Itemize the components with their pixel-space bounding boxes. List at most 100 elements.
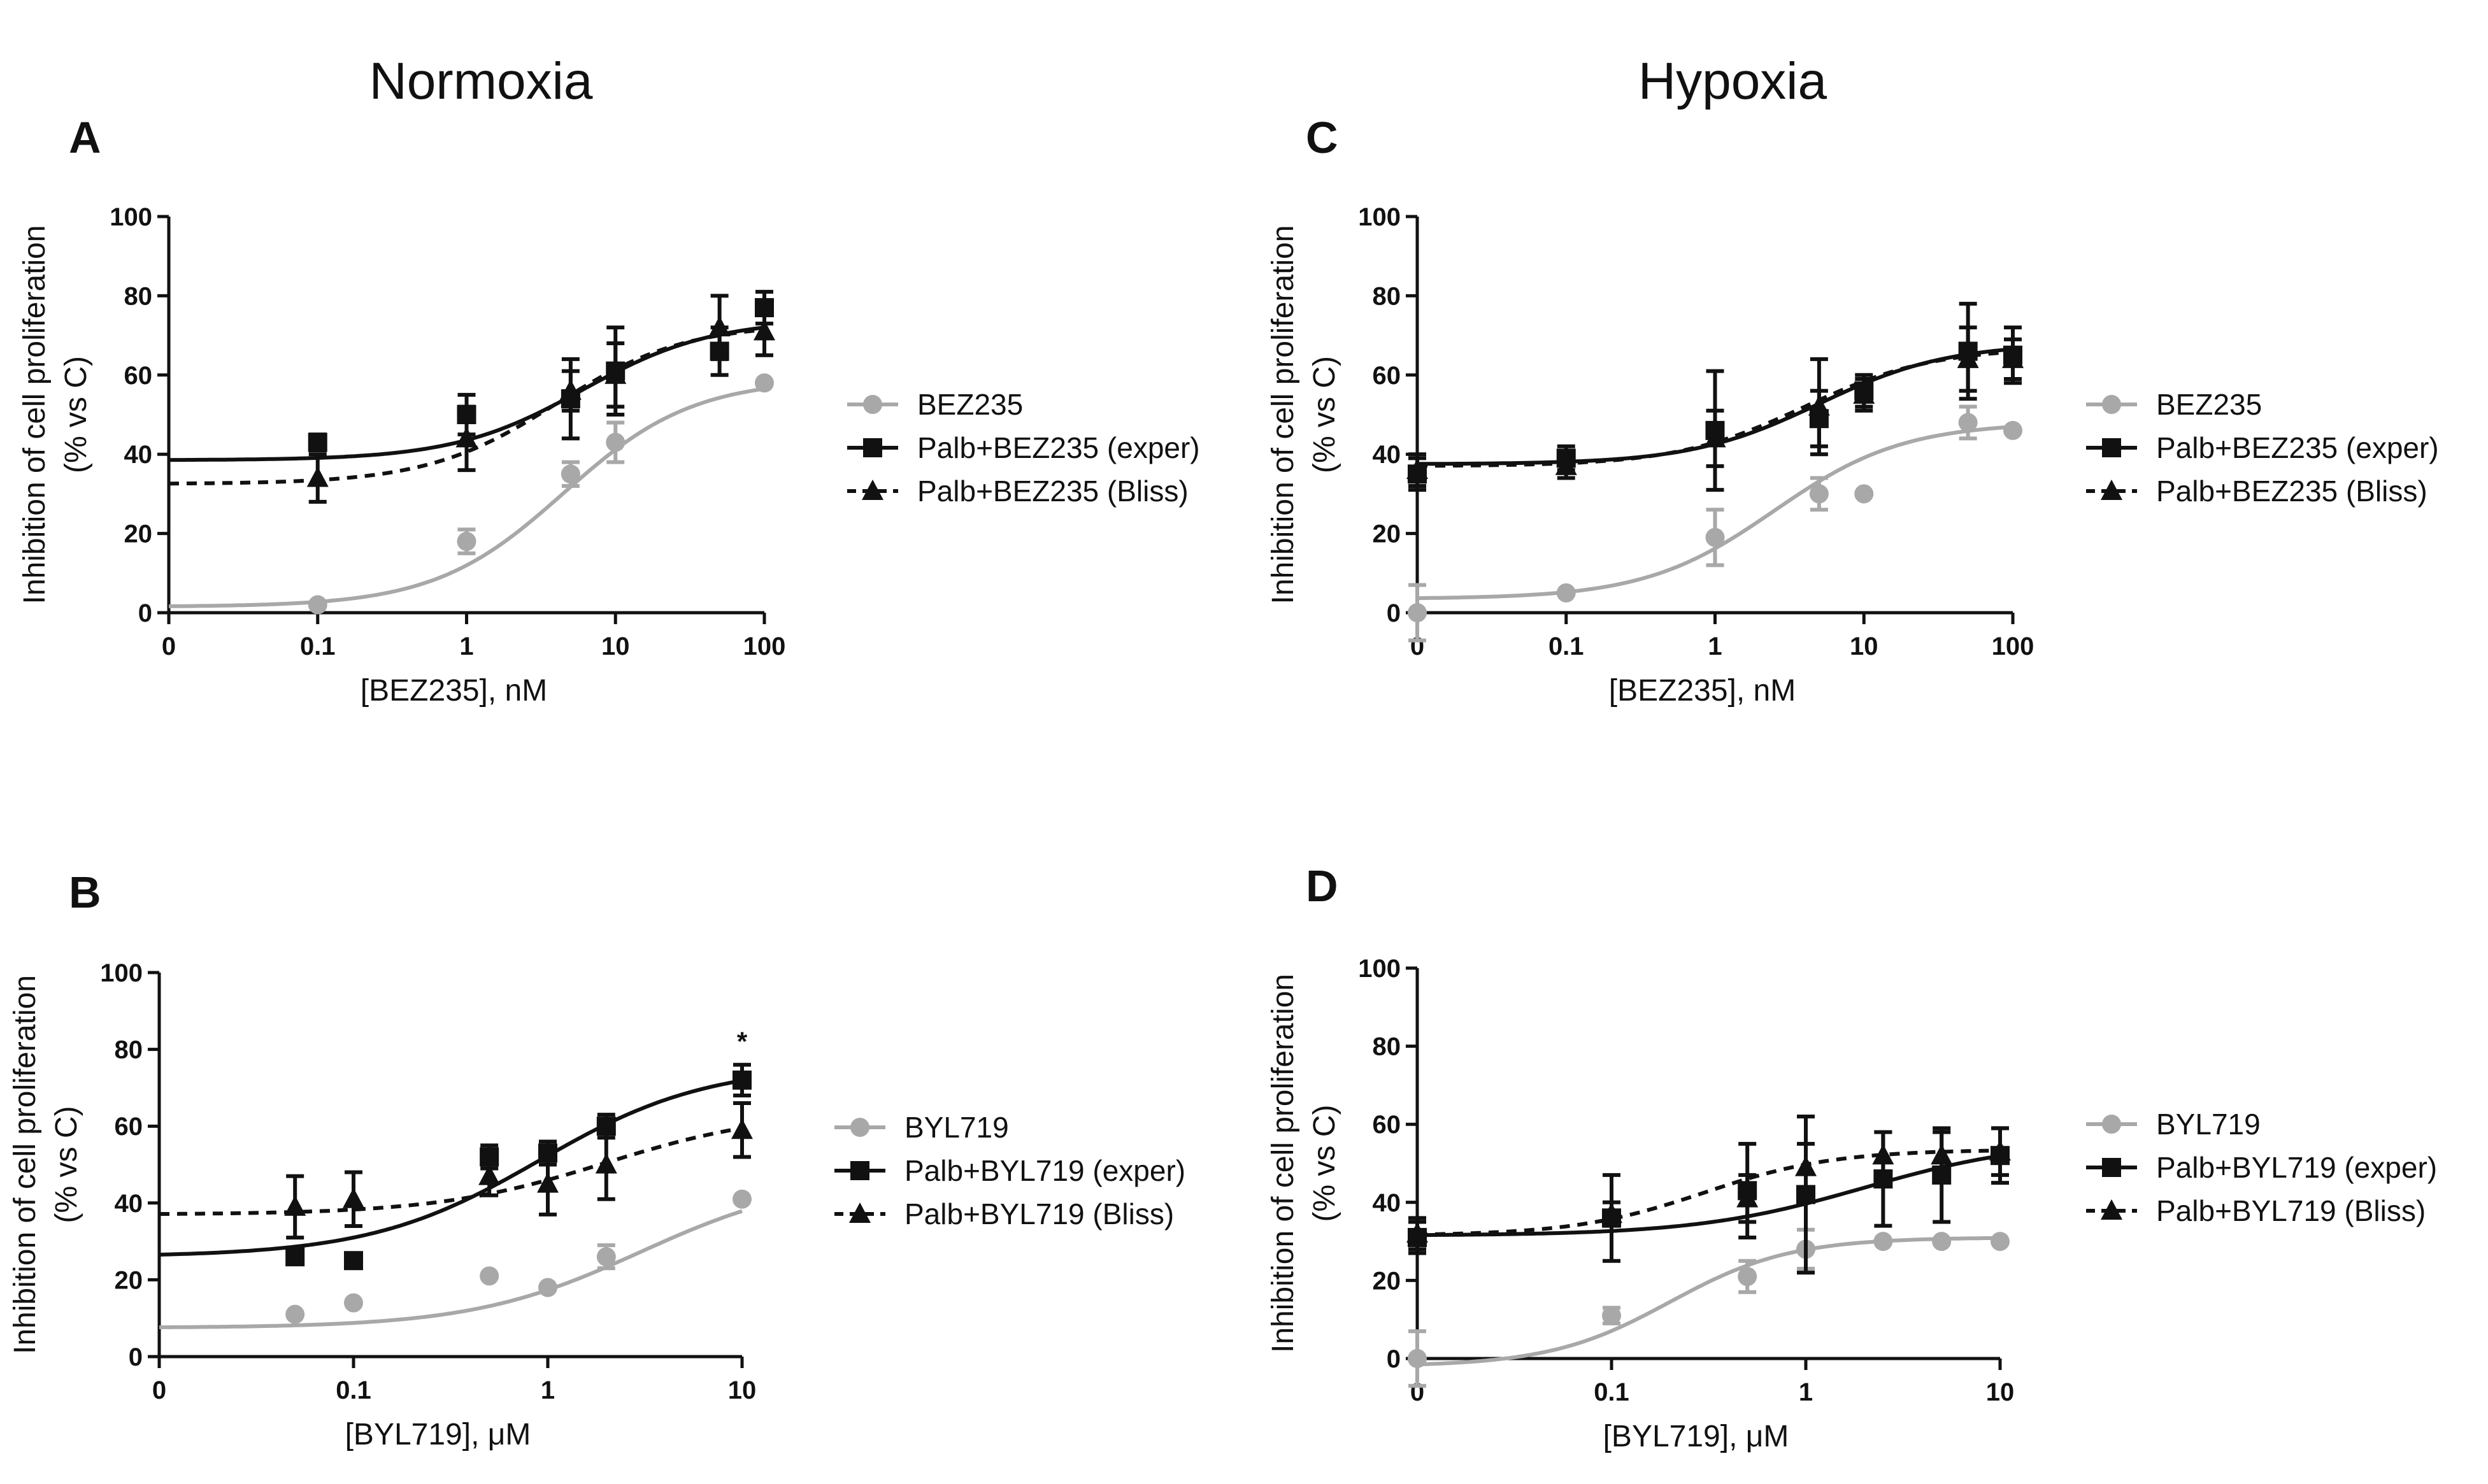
panel-b: B 0 20 40 60 80 100 0 0.1 1 10 [BYL719], μM Inhibiti…	[8, 867, 1185, 1452]
y-tick-label: 100	[110, 203, 152, 231]
x-tick-label: 0	[162, 632, 176, 660]
y-tick-label: 0	[1387, 599, 1401, 627]
series-circle	[159, 1189, 752, 1329]
data-point	[455, 427, 478, 448]
legend-label: BEZ235	[2156, 388, 2262, 421]
x-tick-label: 10	[1986, 1378, 2015, 1406]
panel-label: D	[1306, 861, 1338, 911]
x-tick-label: 1	[1799, 1378, 1813, 1406]
y-axis-subtitle: (% vs C)	[1308, 356, 1341, 473]
legend-marker	[2102, 1115, 2121, 1134]
y-tick-label: 20	[1373, 1267, 1401, 1295]
data-point	[343, 1187, 364, 1208]
y-tick-label: 80	[1373, 1033, 1401, 1061]
y-axis-subtitle: (% vs C)	[59, 356, 93, 473]
legend-label: Palb+BYL719 (Bliss)	[904, 1197, 1174, 1231]
series-fit-line	[1417, 350, 2013, 468]
series-circle	[1408, 404, 2022, 643]
data-point	[344, 1293, 363, 1313]
x-tick-label: 0	[152, 1376, 166, 1404]
data-point	[1808, 395, 1830, 416]
data-point	[1704, 427, 1726, 448]
data-point	[1958, 413, 1978, 432]
series-square	[159, 1062, 752, 1271]
data-point	[708, 316, 731, 337]
y-tick-label: 40	[124, 441, 153, 469]
y-tick-label: 0	[138, 599, 152, 627]
data-point	[284, 1195, 306, 1216]
series-fit-line	[1417, 1236, 2001, 1367]
data-point	[537, 1172, 559, 1193]
data-point	[1555, 454, 1577, 475]
y-tick-label: 0	[1387, 1345, 1401, 1373]
data-point	[606, 432, 626, 452]
y-axis-subtitle: (% vs C)	[1308, 1105, 1341, 1222]
y-axis-subtitle: (% vs C)	[50, 1106, 83, 1224]
legend-marker	[850, 1118, 869, 1137]
series-fit-line	[168, 387, 765, 608]
data-point	[559, 379, 582, 400]
data-point	[1602, 1306, 1621, 1325]
data-point	[604, 363, 627, 384]
x-axis-title: [BYL719], μM	[1603, 1420, 1789, 1453]
x-axis-title: [BEZ235], nM	[1609, 674, 1796, 708]
y-tick-label: 20	[115, 1266, 143, 1294]
data-point	[1406, 459, 1428, 480]
data-point	[308, 432, 327, 452]
x-tick-label: 100	[1992, 632, 2034, 660]
y-tick-label: 80	[1373, 282, 1401, 310]
y-axis-title: Inhibition of cell proliferation	[1266, 974, 1300, 1353]
panel-a: A 0 20 40 60 80 100 0 0.1 1 10 100 [BEZ235], nM Inhib…	[18, 113, 1200, 708]
y-tick-label: 60	[124, 362, 153, 390]
data-point	[1957, 347, 1979, 368]
title-hypoxia: Hypoxia	[1638, 52, 1827, 110]
data-point	[733, 1189, 752, 1209]
data-point	[285, 1247, 305, 1267]
data-point	[480, 1266, 499, 1286]
x-tick-label: 0.1	[300, 632, 336, 660]
data-point	[1601, 1202, 1622, 1224]
series-triangle	[159, 1101, 753, 1240]
y-tick-label: 20	[1373, 520, 1401, 548]
series-triangle	[1406, 1126, 2011, 1252]
legend-marker	[863, 438, 882, 457]
x-tick-label: 1	[459, 632, 473, 660]
series-square	[168, 290, 774, 462]
data-point	[478, 1164, 501, 1185]
x-tick-label: 1	[1708, 632, 1722, 660]
data-point	[1408, 1349, 1427, 1368]
data-point	[1809, 484, 1829, 504]
y-tick-label: 60	[1373, 362, 1401, 390]
y-tick-label: 100	[100, 959, 143, 987]
data-point	[1408, 603, 1427, 622]
significance-annotation: *	[737, 1027, 748, 1057]
legend-label: BEZ235	[917, 388, 1023, 421]
legend-marker	[849, 1202, 871, 1223]
data-point	[733, 1070, 752, 1090]
x-tick-label: 10	[728, 1376, 757, 1404]
data-point	[538, 1278, 557, 1297]
data-point	[1705, 527, 1725, 547]
data-point	[344, 1251, 363, 1271]
legend-marker	[2101, 480, 2122, 500]
y-tick-label: 20	[124, 520, 153, 548]
panel-label: A	[69, 113, 101, 162]
y-tick-label: 60	[115, 1113, 143, 1141]
data-point	[306, 466, 329, 487]
x-tick-label: 100	[743, 632, 786, 660]
data-point	[1991, 1232, 2010, 1252]
data-point	[285, 1304, 305, 1324]
legend-label: BYL719	[904, 1111, 1009, 1144]
legend-marker	[863, 395, 882, 414]
x-tick-label: 1	[541, 1376, 555, 1404]
y-axis-title: Inhibition of cell proliferation	[1266, 225, 1300, 604]
data-point	[308, 595, 327, 615]
series-triangle	[169, 294, 775, 504]
series-fit-line	[169, 327, 765, 486]
series-fit-line	[1417, 1153, 2001, 1238]
y-tick-label: 80	[115, 1036, 143, 1064]
data-point	[596, 1247, 616, 1267]
series-fit-line	[159, 1078, 743, 1257]
